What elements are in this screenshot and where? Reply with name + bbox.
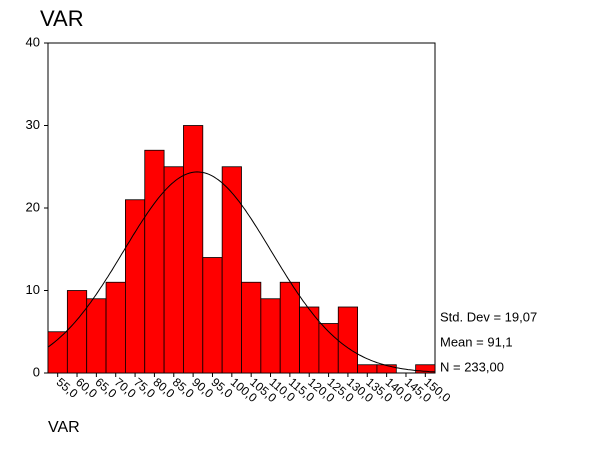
y-tick-label: 0 (33, 364, 40, 379)
y-tick-label: 40 (26, 34, 40, 49)
bar (241, 281, 262, 374)
bar (260, 298, 281, 374)
bar (415, 364, 436, 374)
stat-label: N = 233,00 (440, 359, 504, 374)
y-tick-label: 10 (26, 282, 40, 297)
y-tick-label: 20 (26, 199, 40, 214)
bar (86, 298, 107, 374)
bar (299, 306, 320, 374)
bar (144, 149, 165, 374)
bar (163, 166, 184, 374)
bar (66, 290, 88, 374)
normal-curve (47, 171, 436, 373)
x-axis-label: VAR (48, 419, 80, 436)
bar (47, 331, 68, 374)
bar (337, 306, 359, 374)
stat-label: Std. Dev = 19,07 (440, 309, 537, 324)
bar (279, 281, 300, 374)
bar (202, 257, 223, 374)
stat-label: Mean = 91,1 (440, 334, 513, 349)
bar (357, 364, 378, 374)
bar (183, 125, 204, 374)
bar (376, 364, 397, 374)
chart-title: VAR (40, 6, 84, 31)
bar (125, 199, 146, 374)
bar (221, 166, 242, 374)
bar (105, 281, 126, 374)
y-tick-label: 30 (26, 117, 40, 132)
